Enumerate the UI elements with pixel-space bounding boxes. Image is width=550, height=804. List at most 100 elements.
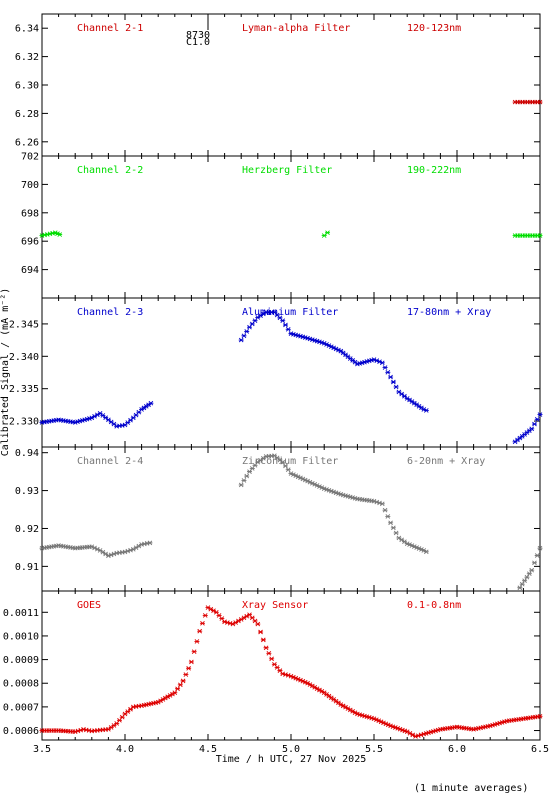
data-point bbox=[260, 637, 266, 643]
data-point bbox=[252, 618, 258, 624]
panel-channel-label: Channel 2-3 bbox=[77, 307, 143, 318]
y-tick-label: 6.32 bbox=[15, 52, 39, 63]
data-point bbox=[177, 682, 183, 688]
panel-frame bbox=[41, 13, 541, 157]
data-point bbox=[282, 322, 288, 328]
data-point bbox=[537, 412, 543, 417]
panel-channel-label: Channel 2-1 bbox=[77, 23, 143, 34]
panel-frame bbox=[41, 297, 541, 448]
data-point bbox=[241, 333, 247, 339]
y-tick-label: 0.0006 bbox=[3, 726, 39, 737]
data-point bbox=[271, 661, 277, 667]
y-tick-label: 0.91 bbox=[15, 562, 39, 573]
data-point bbox=[57, 232, 63, 237]
panel-filter-label: Aluminium Filter bbox=[242, 307, 338, 318]
x-tick-label: 4.0 bbox=[116, 744, 134, 755]
data-point bbox=[529, 426, 535, 432]
y-tick-label: 694 bbox=[21, 265, 39, 276]
data-point bbox=[325, 230, 331, 235]
panel-filter-label: Herzberg Filter bbox=[242, 165, 332, 176]
panel-channel-label: GOES bbox=[77, 600, 101, 611]
data-point bbox=[269, 656, 275, 662]
y-tick-label: 0.0009 bbox=[3, 655, 39, 666]
data-point bbox=[382, 507, 388, 513]
data-point bbox=[258, 629, 264, 635]
data-point bbox=[423, 549, 429, 555]
data-point bbox=[537, 714, 543, 719]
data-point bbox=[534, 553, 540, 558]
panel-channel-label: Channel 2-2 bbox=[77, 165, 143, 176]
data-point bbox=[247, 612, 252, 617]
panel-band-label: 6-20nm + Xray bbox=[407, 456, 485, 467]
data-point bbox=[172, 690, 178, 696]
y-tick-label: 702 bbox=[21, 152, 39, 163]
data-point bbox=[285, 467, 291, 473]
data-point bbox=[263, 645, 269, 651]
y-tick-label: 2.345 bbox=[9, 319, 39, 330]
data-point bbox=[249, 321, 255, 327]
footnote-label: (1 minute averages) bbox=[414, 783, 528, 794]
data-point bbox=[526, 571, 532, 576]
data-point bbox=[244, 329, 250, 334]
data-point bbox=[522, 578, 528, 584]
x-tick-label: 5.5 bbox=[365, 744, 383, 755]
data-point bbox=[401, 539, 407, 545]
data-point bbox=[147, 540, 153, 546]
data-point bbox=[255, 621, 261, 627]
x-axis-title: Time / h UTC, 27 Nov 2025 bbox=[216, 754, 367, 765]
data-point bbox=[537, 99, 543, 105]
y-tick-label: 2.335 bbox=[9, 384, 39, 395]
panel-band-label: 120-123nm bbox=[407, 23, 461, 34]
data-point bbox=[247, 324, 252, 330]
data-point bbox=[175, 686, 181, 692]
data-point bbox=[111, 723, 117, 728]
y-tick-label: 696 bbox=[21, 237, 39, 248]
data-point bbox=[119, 714, 125, 720]
x-tick-label: 6.5 bbox=[531, 744, 549, 755]
data-point bbox=[531, 560, 537, 566]
data-point bbox=[390, 525, 396, 531]
data-point bbox=[285, 326, 291, 332]
panel-frame bbox=[41, 446, 541, 592]
panel-filter-label: Xray Sensor bbox=[242, 600, 308, 611]
data-point bbox=[399, 537, 405, 543]
data-point bbox=[148, 400, 154, 406]
y-tick-label: 0.0011 bbox=[3, 608, 39, 619]
data-point bbox=[382, 365, 388, 370]
data-point bbox=[255, 459, 261, 465]
data-point bbox=[379, 501, 385, 507]
data-point bbox=[249, 615, 255, 621]
x-tick-label: 6.0 bbox=[448, 744, 466, 755]
data-point bbox=[280, 459, 286, 465]
y-tick-label: 0.92 bbox=[15, 524, 39, 535]
data-point bbox=[199, 621, 205, 626]
data-point bbox=[241, 478, 247, 483]
data-point bbox=[537, 545, 543, 551]
panel-filter-label: Lyman-alpha Filter bbox=[242, 23, 350, 34]
y-tick-label: 6.26 bbox=[15, 137, 39, 148]
y-tick-label: 0.93 bbox=[15, 486, 39, 497]
data-point bbox=[396, 535, 402, 541]
data-point bbox=[197, 628, 203, 634]
data-point bbox=[517, 585, 523, 591]
data-point bbox=[379, 360, 385, 366]
data-point bbox=[282, 463, 288, 469]
data-point bbox=[534, 417, 540, 422]
data-point bbox=[531, 421, 537, 427]
y-axis-title: Calibrated Signal / (mA m⁻²) bbox=[0, 288, 11, 457]
y-tick-label: 0.0007 bbox=[3, 702, 39, 713]
x-tick-label: 3.5 bbox=[33, 744, 51, 755]
data-point bbox=[423, 408, 429, 413]
data-point bbox=[385, 369, 391, 375]
data-point bbox=[524, 574, 530, 580]
panel-frame bbox=[41, 155, 541, 299]
y-tick-label: 0.0010 bbox=[3, 631, 39, 642]
x-tick-label: 5.0 bbox=[282, 744, 300, 755]
panel-channel-label: Channel 2-4 bbox=[77, 456, 143, 467]
y-tick-label: 700 bbox=[21, 180, 39, 191]
panel-band-label: 17-80nm + Xray bbox=[407, 307, 491, 318]
data-point bbox=[194, 639, 200, 644]
data-point bbox=[280, 318, 286, 323]
data-point bbox=[238, 337, 244, 343]
